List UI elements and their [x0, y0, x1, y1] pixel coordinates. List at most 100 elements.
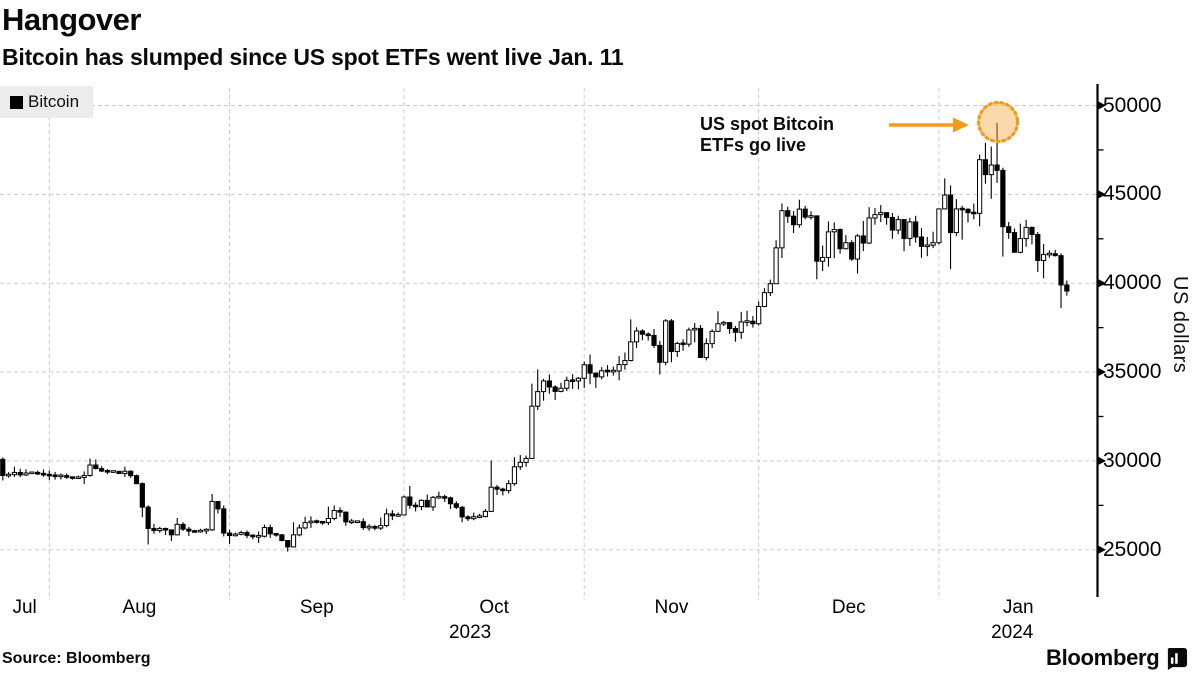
candle-body — [535, 391, 541, 407]
candle-body — [750, 320, 756, 325]
y-axis-major-tick — [1097, 367, 1106, 377]
candle-body — [715, 323, 721, 332]
candle-body — [232, 533, 238, 537]
candle-body — [796, 208, 802, 226]
candle-body — [40, 472, 47, 476]
annotation-line-2: ETFs go live — [700, 135, 807, 155]
candle-body — [529, 405, 535, 459]
candle-body — [58, 474, 64, 478]
candle-body — [994, 164, 1000, 171]
candle-body — [1052, 253, 1058, 257]
candle-body — [790, 215, 797, 226]
candle-body — [256, 535, 262, 538]
candle-body — [726, 322, 733, 330]
candle-body — [971, 211, 977, 215]
candle-body — [314, 520, 320, 523]
page-title: Hangover — [2, 2, 141, 37]
candle-body — [959, 207, 965, 211]
candle-body — [599, 370, 605, 378]
y-axis-tick-label: 35000 — [1103, 360, 1162, 384]
candle-body — [977, 159, 983, 214]
candle-body — [203, 528, 209, 532]
candle-body — [11, 471, 18, 476]
source-credit: Source: Bloomberg — [2, 650, 151, 667]
candle-body — [1058, 255, 1064, 286]
candle-body — [349, 520, 355, 524]
candle-body — [837, 229, 843, 250]
candle-body — [546, 380, 552, 388]
candle-body — [1011, 232, 1018, 253]
candle-body — [81, 474, 87, 478]
candle-body — [558, 387, 564, 392]
x-axis-month-label: Nov — [654, 597, 689, 618]
candle-body — [186, 528, 192, 532]
candle-body — [267, 527, 273, 535]
candle-body — [849, 242, 855, 260]
candle-body — [226, 532, 233, 537]
candle-body — [110, 470, 116, 473]
candle-body — [221, 508, 227, 534]
candle-body — [331, 509, 337, 519]
candle-body — [354, 520, 361, 523]
candle-body — [488, 486, 494, 512]
candle-body — [1064, 284, 1070, 292]
candle-body — [157, 528, 163, 532]
candle-body — [209, 500, 215, 531]
candle-body — [471, 516, 477, 520]
candle-body — [383, 513, 390, 527]
candle-body — [604, 369, 611, 373]
candle-body — [128, 470, 134, 477]
candle-body — [540, 380, 547, 393]
x-axis-month-label: Dec — [831, 597, 866, 618]
y-axis-tick-label: 50000 — [1103, 93, 1162, 117]
candle-body — [895, 219, 901, 231]
x-axis-year-label: 2023 — [448, 622, 492, 643]
candle-body — [913, 221, 919, 238]
candle-body — [1029, 226, 1035, 236]
candle-body — [162, 527, 169, 531]
candle-body — [639, 330, 645, 335]
candle-body — [337, 509, 343, 513]
candle-body — [854, 235, 861, 260]
candle-body — [436, 495, 442, 499]
candle-body — [645, 333, 651, 337]
candle-body — [360, 521, 366, 529]
y-axis-major-tick — [1097, 278, 1106, 288]
candle-body — [23, 472, 29, 476]
candle-body — [261, 527, 268, 537]
candle-body — [633, 330, 640, 343]
candle-body — [802, 208, 808, 218]
candle-body — [325, 517, 331, 524]
candle-body — [0, 458, 6, 476]
candle-body — [46, 473, 52, 477]
candle-body — [308, 520, 314, 524]
candle-body — [69, 476, 76, 479]
candle-body — [273, 533, 279, 536]
candle-body — [756, 305, 762, 325]
legend-series-label: Bitcoin — [28, 92, 80, 111]
x-axis-month-label: Jan — [1002, 597, 1034, 618]
candle-body — [680, 342, 686, 346]
candle-body — [942, 194, 948, 210]
candle-body — [883, 212, 890, 218]
candle-body — [761, 292, 768, 307]
candle-body — [825, 231, 832, 258]
candle-body — [389, 513, 395, 517]
candle-body — [104, 470, 111, 473]
candle-body — [238, 532, 244, 535]
candle-body — [564, 379, 570, 389]
legend-swatch-icon — [10, 95, 23, 109]
candle-body — [831, 229, 837, 233]
candle-body — [418, 499, 425, 508]
candle-body — [215, 500, 221, 510]
candle-body — [703, 343, 709, 358]
candle-body — [692, 327, 698, 331]
candle-body — [494, 486, 500, 490]
annotation-line-1: US spot Bitcoin — [700, 114, 834, 134]
annotation-highlight-circle — [976, 100, 1020, 144]
candle-body — [174, 523, 180, 536]
candle-body — [686, 329, 692, 345]
candle-body — [302, 522, 308, 529]
